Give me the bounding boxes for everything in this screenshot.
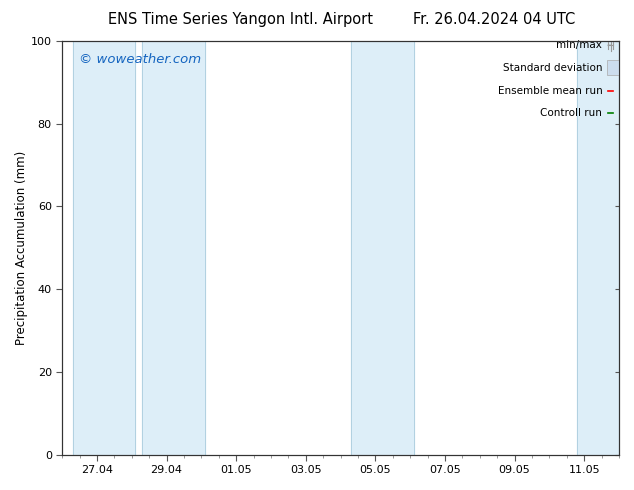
Text: Fr. 26.04.2024 04 UTC: Fr. 26.04.2024 04 UTC: [413, 12, 576, 27]
Text: Standard deviation: Standard deviation: [503, 63, 602, 73]
Bar: [73, 41, 135, 455]
Bar: [142, 41, 205, 455]
Text: ENS Time Series Yangon Intl. Airport: ENS Time Series Yangon Intl. Airport: [108, 12, 373, 27]
FancyBboxPatch shape: [607, 60, 621, 75]
Y-axis label: Precipitation Accumulation (mm): Precipitation Accumulation (mm): [15, 151, 28, 345]
Text: © woweather.com: © woweather.com: [79, 53, 201, 67]
Text: min/max: min/max: [557, 40, 602, 50]
Bar: [351, 41, 413, 455]
Text: Ensemble mean run: Ensemble mean run: [498, 86, 602, 96]
Bar: [577, 41, 619, 455]
Text: Controll run: Controll run: [540, 108, 602, 119]
